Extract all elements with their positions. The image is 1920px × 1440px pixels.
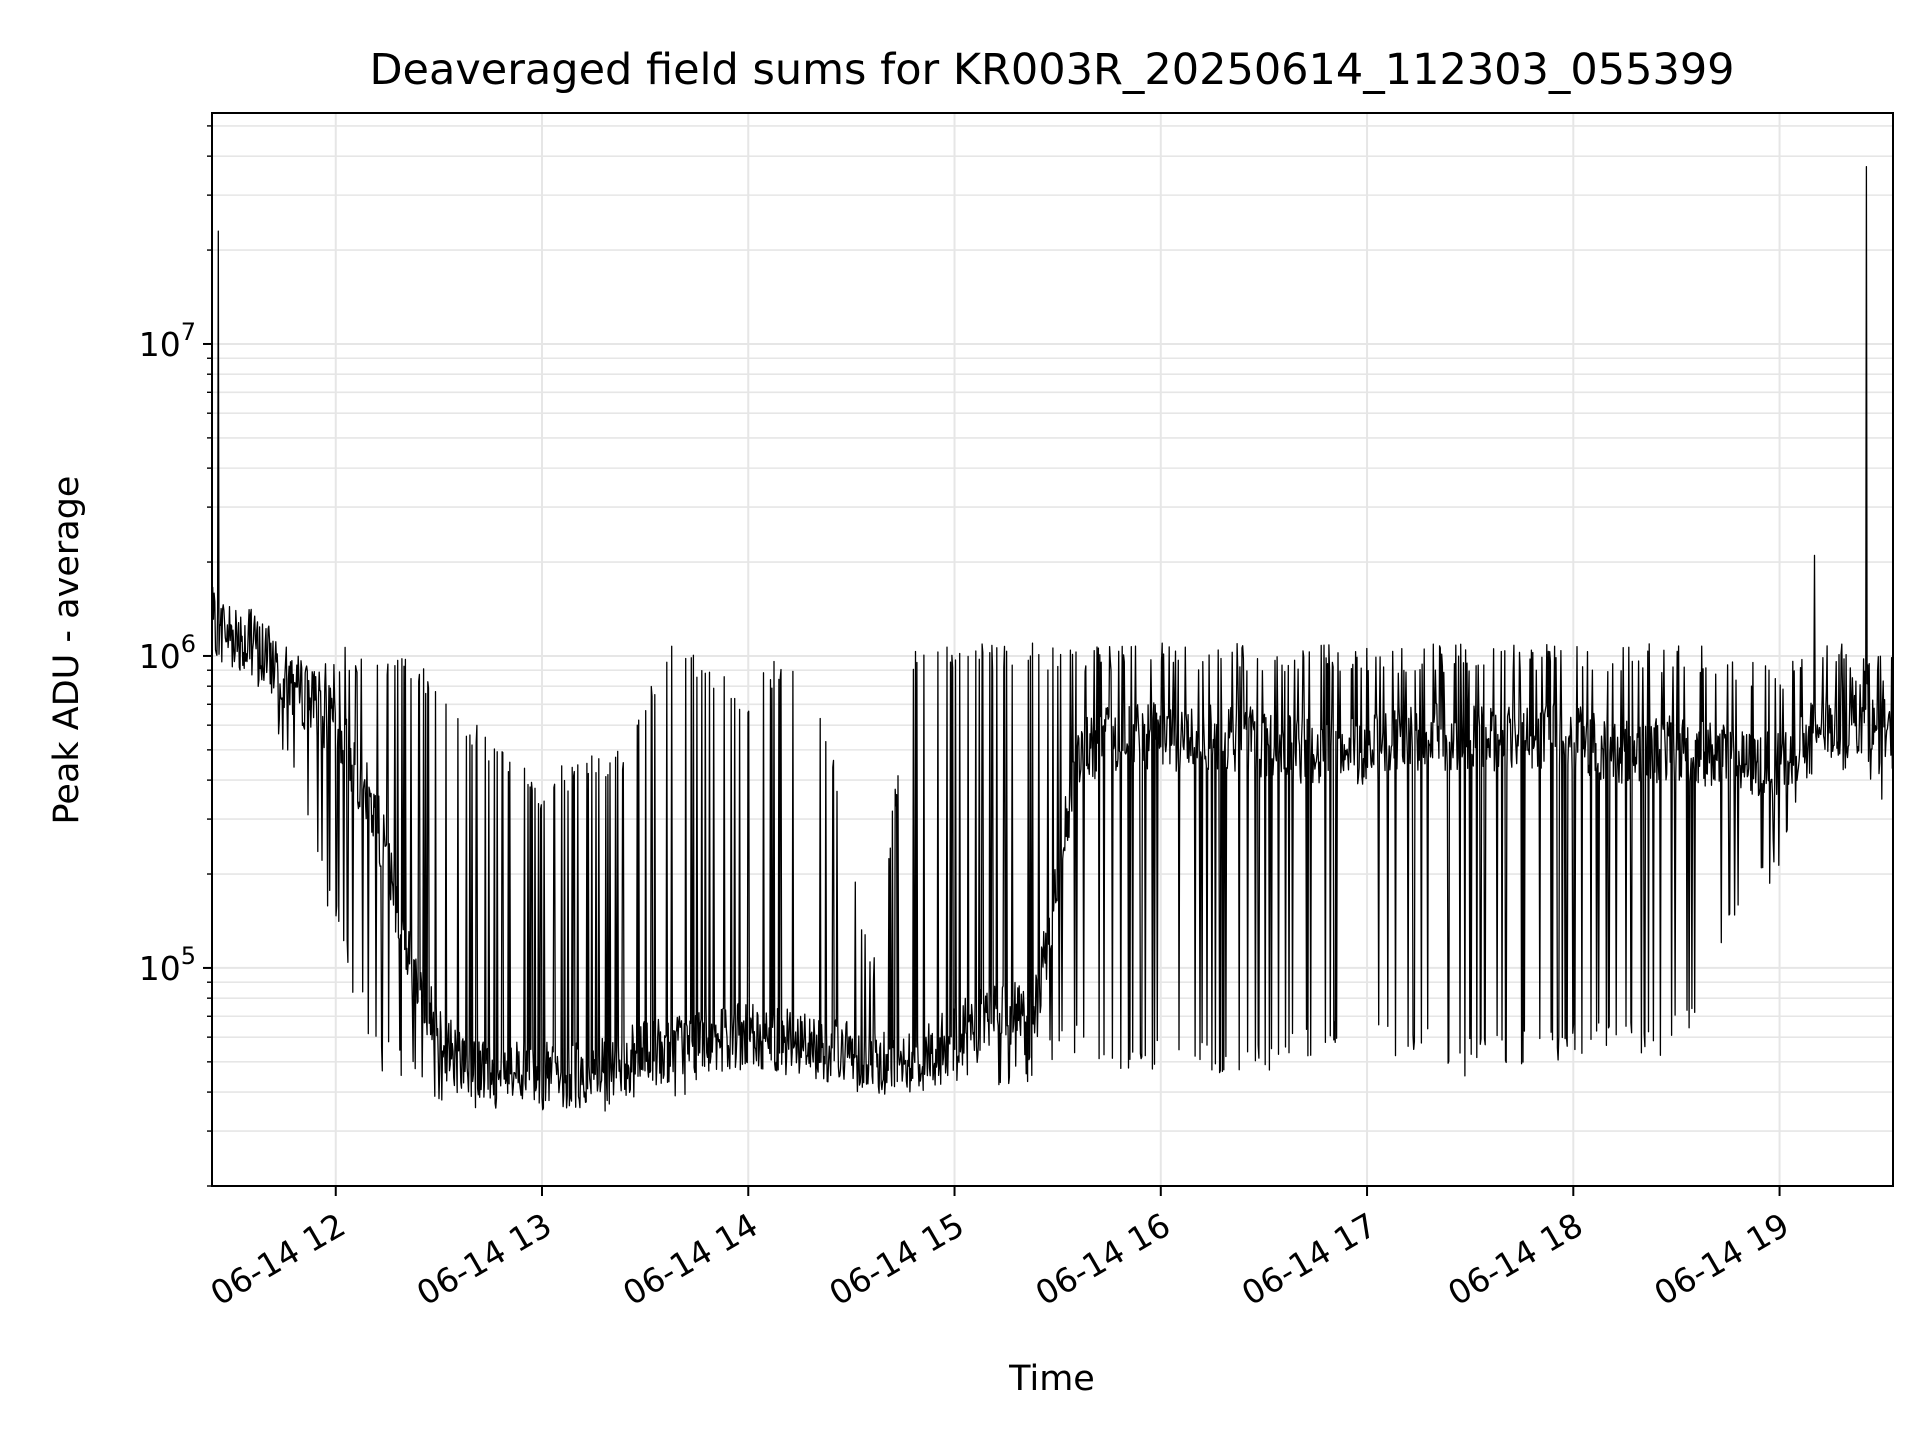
y-axis: 105 106 107 <box>139 125 212 1187</box>
axes-frame <box>211 112 1894 1187</box>
data-series-line <box>211 166 1894 1112</box>
y-tick-label: 106 <box>139 630 196 676</box>
chart-title: Deaveraged field sums for KR003R_2025061… <box>369 45 1734 95</box>
plot-area <box>211 166 1894 1112</box>
y-tick-label: 107 <box>139 318 196 364</box>
x-axis-label: Time <box>1008 1359 1095 1399</box>
y-axis-label: Peak ADU - average <box>47 476 87 825</box>
y-tick-label: 105 <box>139 942 196 988</box>
